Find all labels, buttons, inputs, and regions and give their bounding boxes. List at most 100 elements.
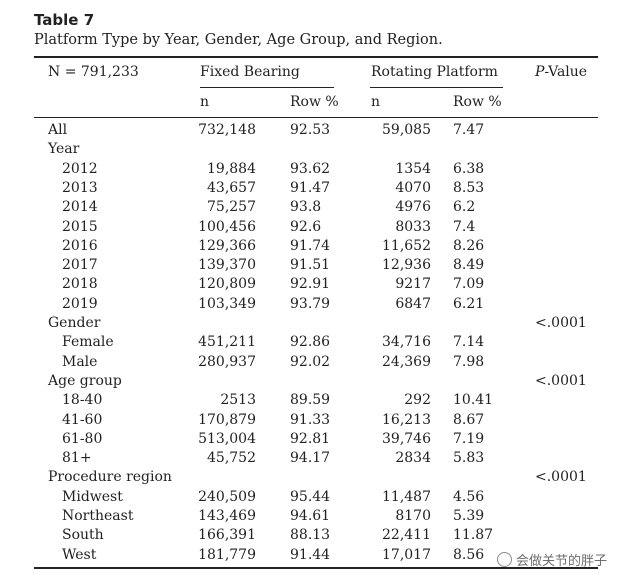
row-label: 2017 bbox=[62, 257, 98, 274]
row-label: 2014 bbox=[62, 199, 98, 216]
cell-rotating-row-pct: 5.39 bbox=[453, 508, 485, 524]
top-rule bbox=[34, 56, 598, 58]
row-label: 2015 bbox=[62, 218, 98, 235]
cell-fixed-n: 143,469 bbox=[198, 508, 256, 524]
cell-fixed-row-pct: 94.17 bbox=[290, 450, 331, 467]
cell-rotating-row-pct: 6.2 bbox=[453, 199, 476, 216]
cell-rotating-row-pct: 7.98 bbox=[453, 353, 485, 370]
cell-fixed-row-pct: 93.62 bbox=[290, 160, 331, 177]
cell-rotating-n: 24,369 bbox=[382, 353, 431, 370]
cell-rotating-row-pct: 7.19 bbox=[453, 430, 485, 447]
cell-fixed-row-pct: 91.33 bbox=[290, 411, 331, 428]
cell-rotating-n: 16,213 bbox=[382, 411, 431, 428]
header-p-value: P-Value bbox=[535, 63, 587, 82]
rotating-platform-underline bbox=[370, 87, 503, 88]
row-label: Female bbox=[62, 334, 114, 351]
subheader-fixed-row-pct: Row % bbox=[290, 94, 339, 110]
cell-rotating-n: 9217 bbox=[395, 276, 431, 293]
cell-rotating-row-pct: 7.09 bbox=[453, 276, 485, 293]
row-label: 2016 bbox=[62, 237, 98, 254]
row-label: Midwest bbox=[62, 488, 123, 505]
cell-fixed-row-pct: 92.02 bbox=[290, 353, 331, 370]
cell-rotating-row-pct: 4.56 bbox=[453, 488, 485, 505]
cell-rotating-row-pct: 6.21 bbox=[453, 295, 485, 312]
row-label: All bbox=[48, 122, 68, 138]
cell-rotating-n: 11,652 bbox=[382, 237, 431, 254]
cell-fixed-n: 75,257 bbox=[207, 199, 256, 216]
cell-fixed-n: 2513 bbox=[220, 392, 256, 409]
cell-rotating-row-pct: 7.14 bbox=[453, 334, 485, 351]
cell-rotating-n: 22,411 bbox=[382, 527, 431, 544]
watermark: 会做关节的胖子 bbox=[496, 550, 607, 569]
fixed-bearing-underline bbox=[200, 87, 334, 88]
cell-rotating-n: 11,487 bbox=[382, 488, 431, 505]
header-rule bbox=[34, 117, 598, 118]
cell-rotating-n: 4070 bbox=[395, 179, 431, 196]
cell-rotating-n: 292 bbox=[404, 392, 431, 409]
cell-fixed-row-pct: 91.47 bbox=[290, 179, 331, 196]
cell-fixed-row-pct: 91.51 bbox=[290, 257, 331, 274]
cell-fixed-row-pct: 92.91 bbox=[290, 276, 331, 293]
cell-fixed-n: 129,366 bbox=[198, 237, 256, 254]
header-n-total: N = 791,233 bbox=[48, 64, 139, 80]
row-label: Northeast bbox=[62, 508, 134, 524]
cell-fixed-n: 170,879 bbox=[198, 411, 256, 428]
row-label: 2012 bbox=[62, 160, 98, 177]
cell-rotating-row-pct: 10.41 bbox=[453, 392, 494, 409]
bottom-rule bbox=[34, 567, 598, 569]
table-title-block: Table 7 Platform Type by Year, Gender, A… bbox=[34, 10, 443, 50]
row-label: 2019 bbox=[62, 295, 98, 312]
watermark-text: 会做关节的胖子 bbox=[515, 554, 607, 569]
cell-fixed-row-pct: 88.13 bbox=[290, 527, 331, 544]
cell-rotating-row-pct: 7.4 bbox=[453, 218, 476, 235]
table-label: Table 7 bbox=[34, 11, 95, 29]
row-label: South bbox=[62, 527, 104, 544]
cell-p-value: <.0001 bbox=[535, 469, 587, 486]
row-label: 61-80 bbox=[62, 430, 103, 447]
table-caption: Platform Type by Year, Gender, Age Group… bbox=[34, 32, 443, 48]
row-label: 2013 bbox=[62, 179, 98, 196]
row-label: West bbox=[62, 546, 97, 563]
cell-fixed-n: 120,809 bbox=[198, 276, 256, 293]
row-label: 2018 bbox=[62, 276, 98, 293]
cell-rotating-n: 59,085 bbox=[382, 122, 431, 138]
row-label: 81+ bbox=[62, 450, 92, 467]
cell-rotating-row-pct: 8.67 bbox=[453, 411, 485, 428]
cell-p-value: <.0001 bbox=[535, 315, 587, 331]
cell-fixed-row-pct: 92.53 bbox=[290, 122, 331, 138]
cell-fixed-n: 513,004 bbox=[198, 430, 256, 447]
cell-rotating-row-pct: 11.87 bbox=[453, 527, 494, 544]
cell-rotating-n: 12,936 bbox=[382, 257, 431, 274]
row-label: 41-60 bbox=[62, 411, 103, 428]
cell-fixed-row-pct: 93.79 bbox=[290, 295, 331, 312]
cell-fixed-row-pct: 92.81 bbox=[290, 430, 331, 447]
cell-rotating-row-pct: 8.53 bbox=[453, 179, 485, 196]
cell-rotating-n: 4976 bbox=[395, 199, 431, 216]
cell-rotating-row-pct: 8.26 bbox=[453, 237, 485, 254]
subheader-rotating-row-pct: Row % bbox=[453, 94, 502, 110]
cell-fixed-n: 103,349 bbox=[198, 295, 256, 312]
subheader-rotating-n: n bbox=[371, 94, 381, 110]
cell-fixed-n: 45,752 bbox=[207, 450, 256, 467]
cell-rotating-n: 34,716 bbox=[382, 334, 431, 351]
cell-fixed-row-pct: 95.44 bbox=[290, 488, 331, 505]
cell-rotating-n: 2834 bbox=[395, 450, 431, 467]
cell-fixed-n: 43,657 bbox=[207, 179, 256, 196]
cell-fixed-n: 240,509 bbox=[198, 488, 256, 505]
cell-fixed-row-pct: 91.74 bbox=[290, 237, 331, 254]
cell-rotating-n: 8170 bbox=[395, 508, 431, 524]
row-label: Procedure region bbox=[48, 469, 172, 486]
header-rotating-platform: Rotating Platform bbox=[371, 64, 498, 80]
header-p-letter: P bbox=[535, 64, 545, 80]
row-label: 18-40 bbox=[62, 392, 103, 409]
header-fixed-bearing: Fixed Bearing bbox=[200, 64, 300, 80]
cell-rotating-row-pct: 5.83 bbox=[453, 450, 485, 467]
cell-rotating-row-pct: 6.38 bbox=[453, 160, 485, 177]
wechat-icon bbox=[496, 552, 512, 567]
cell-rotating-n: 39,746 bbox=[382, 430, 431, 447]
cell-fixed-row-pct: 92.6 bbox=[290, 218, 322, 235]
cell-fixed-n: 181,779 bbox=[198, 546, 256, 563]
subheader-fixed-n: n bbox=[200, 94, 210, 110]
cell-p-value: <.0001 bbox=[535, 372, 587, 389]
cell-fixed-n: 166,391 bbox=[198, 527, 256, 544]
